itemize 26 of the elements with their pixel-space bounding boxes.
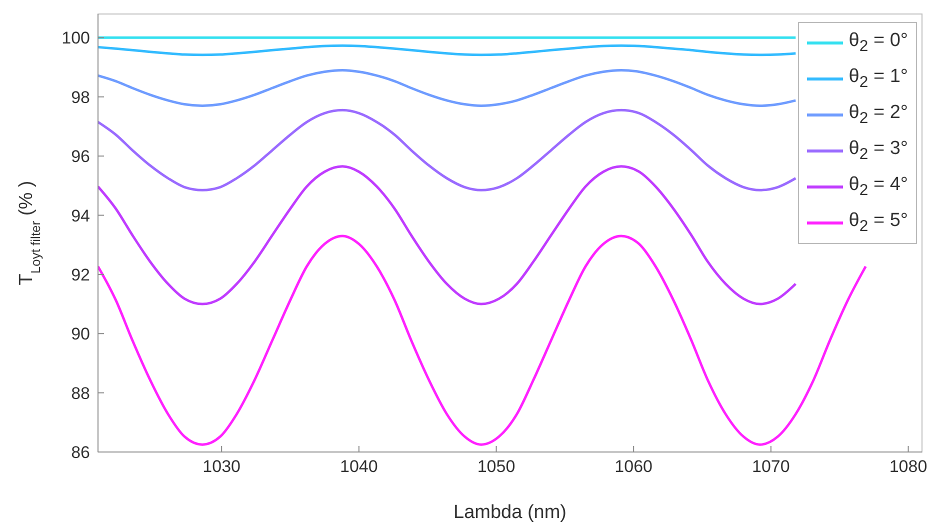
y-tick-label: 94 bbox=[71, 206, 90, 226]
y-tick-label: 92 bbox=[71, 265, 90, 284]
x-axis-title: Lambda (nm) bbox=[454, 502, 566, 523]
line-series bbox=[98, 44, 797, 56]
x-tick-label: 1030 bbox=[202, 457, 241, 476]
y-tick-label: 90 bbox=[71, 324, 90, 344]
legend-label: θ$_{2}$ = 4° bbox=[848, 174, 908, 200]
line-series bbox=[98, 234, 867, 446]
legend-label: θ$_{2}$ = 3° bbox=[848, 138, 908, 164]
y-tick-label: 96 bbox=[71, 147, 90, 166]
legend-label: θ$_{2}$ = 0° bbox=[848, 30, 908, 56]
line-series bbox=[98, 68, 797, 107]
line-series bbox=[98, 165, 797, 306]
x-tick-label: 1050 bbox=[477, 457, 516, 476]
x-tick-label: 1060 bbox=[614, 457, 653, 476]
y-tick-label: 100 bbox=[62, 28, 90, 48]
x-tick-label: 1040 bbox=[340, 457, 378, 476]
x-tick-label: 1080 bbox=[889, 457, 928, 476]
x-tick-label: 1070 bbox=[752, 457, 790, 476]
y-tick-label: 86 bbox=[71, 443, 90, 462]
y-tick-label: 88 bbox=[71, 384, 90, 403]
legend-label: θ$_{2}$ = 5° bbox=[848, 210, 908, 236]
line-series bbox=[98, 108, 797, 192]
legend-label: θ$_{2}$ = 2° bbox=[848, 102, 908, 128]
y-tick-label: 98 bbox=[71, 88, 90, 107]
legend-label: θ$_{2}$ = 1° bbox=[848, 66, 908, 92]
